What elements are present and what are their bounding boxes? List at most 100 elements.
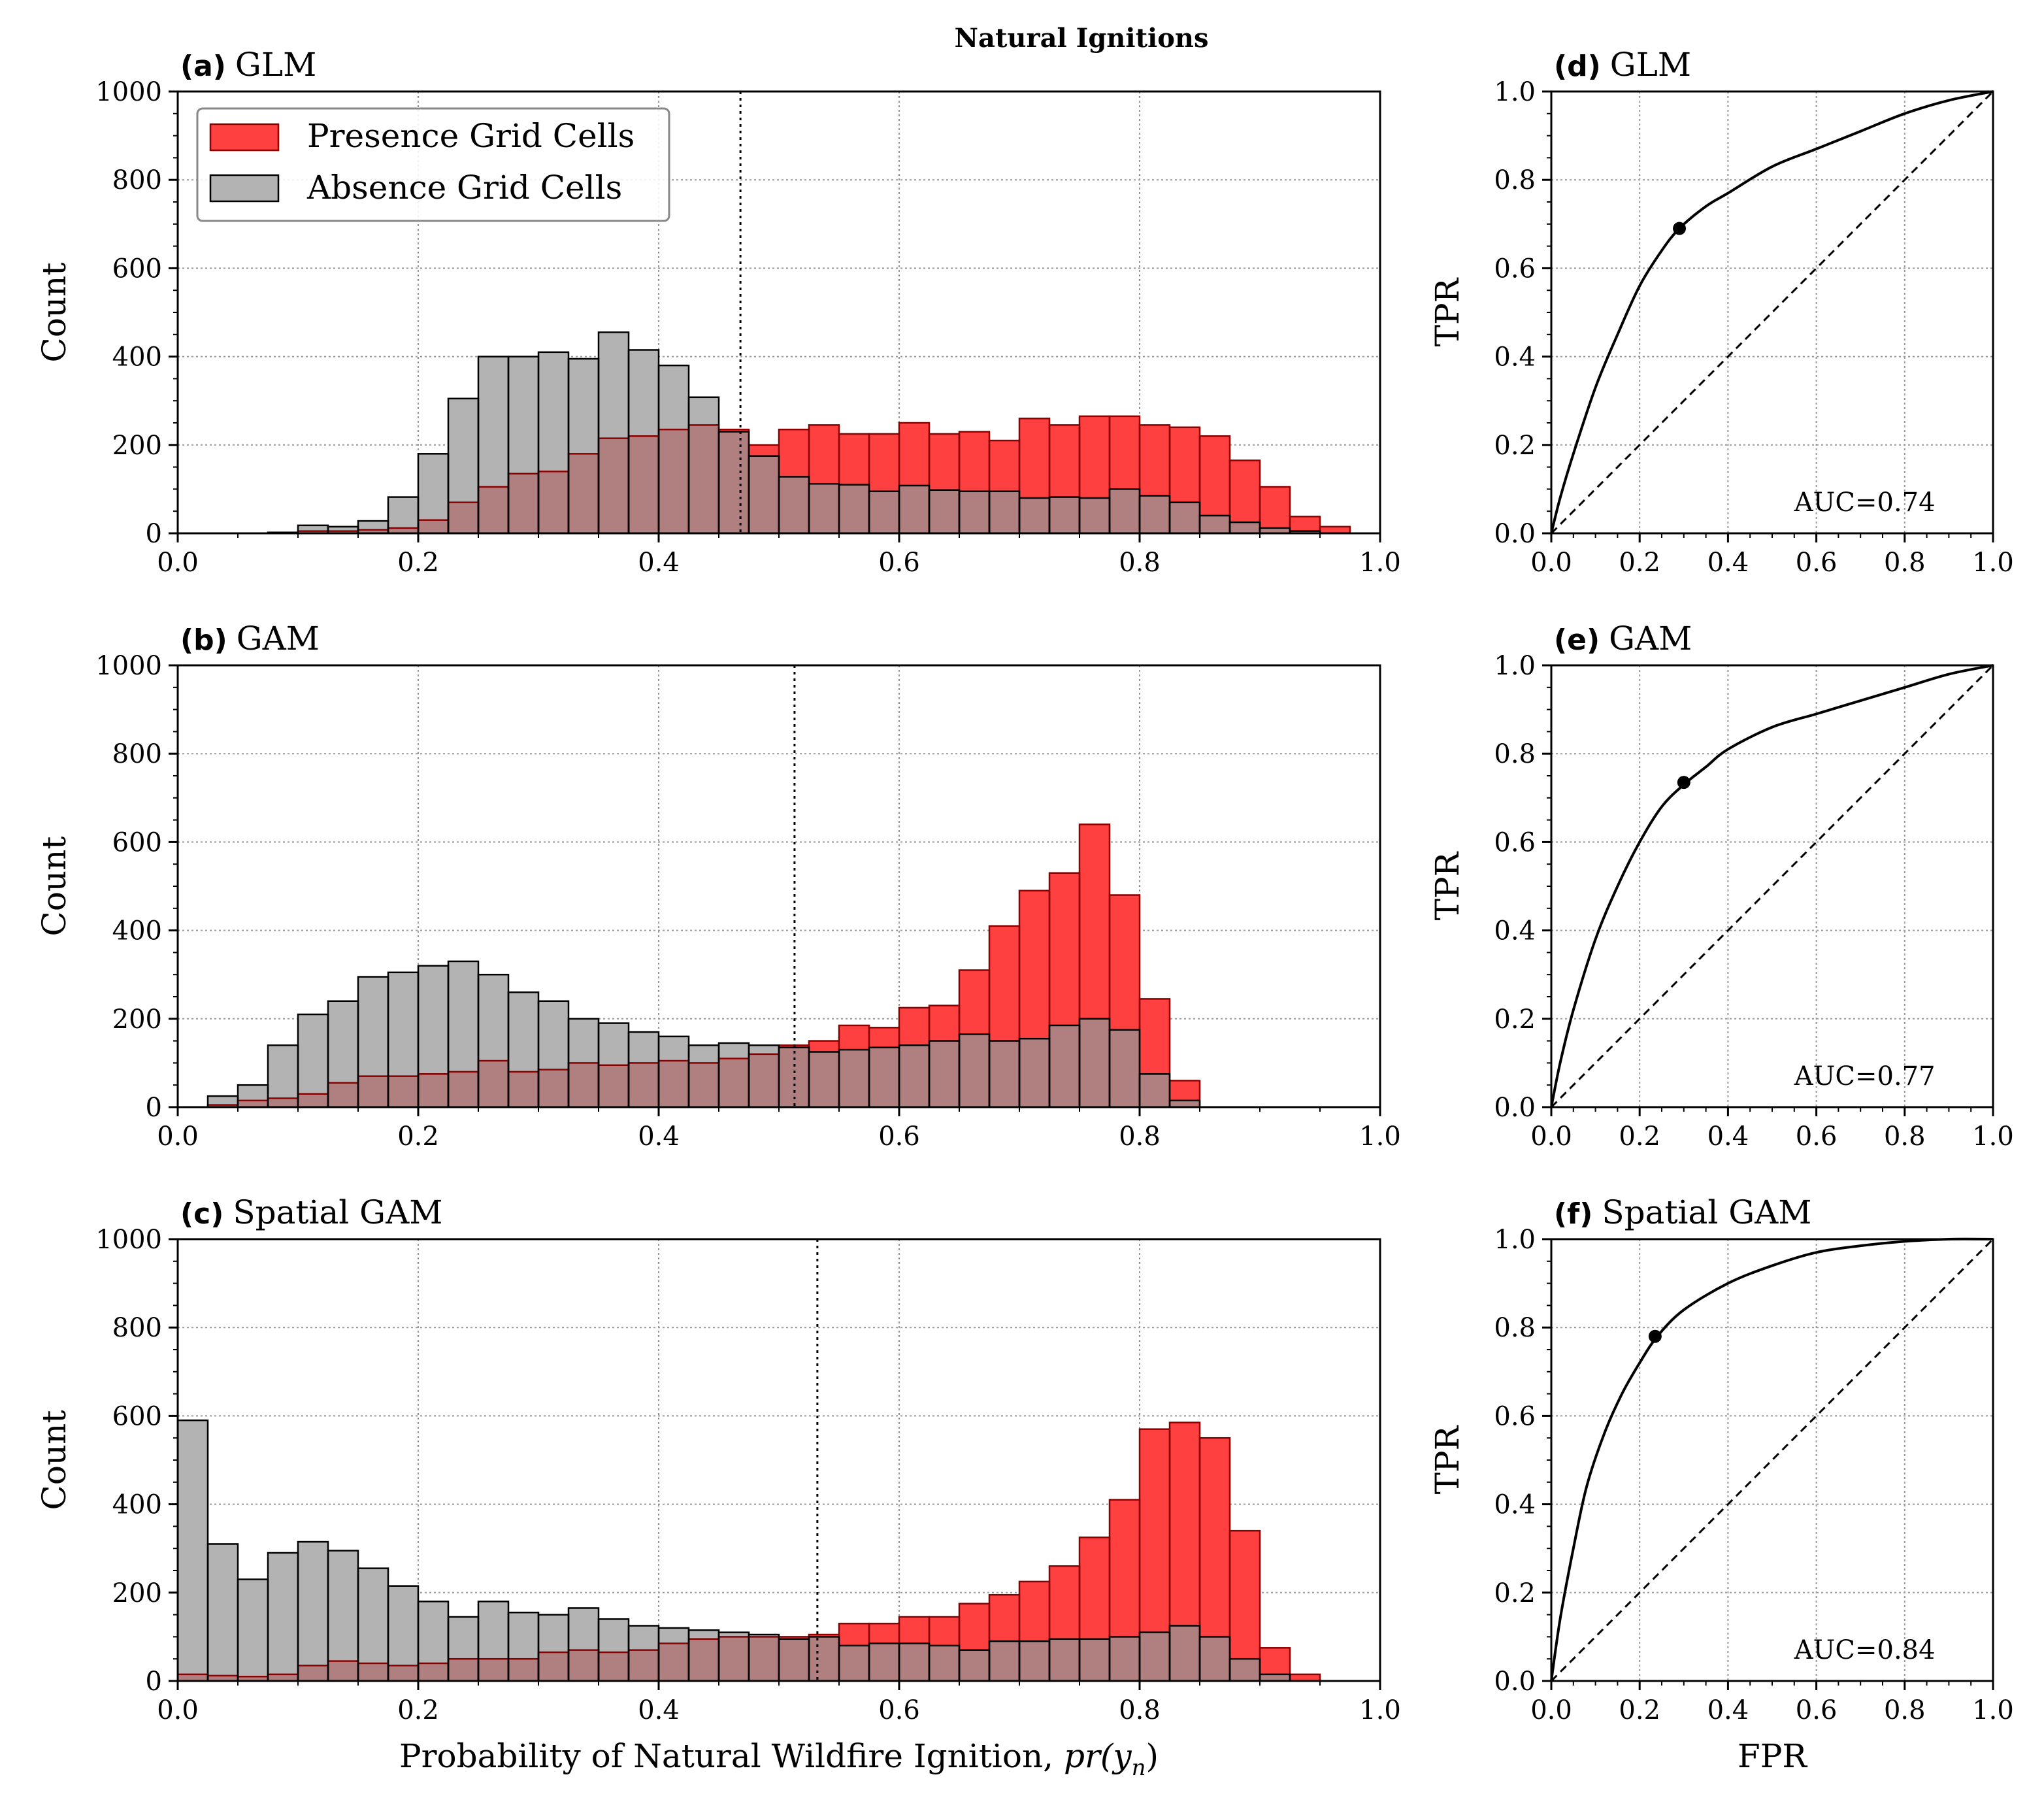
overlap-bar xyxy=(538,471,569,533)
roc-curve xyxy=(1550,664,1994,1108)
legend-absence-label: Absence Grid Cells xyxy=(306,169,622,207)
x-tick-label: 0.6 xyxy=(878,548,920,578)
x-tick-label: 0.0 xyxy=(157,1695,199,1725)
overlap-bar xyxy=(569,1063,599,1107)
overlap-bar xyxy=(629,1063,659,1107)
panel-letter: (a) xyxy=(180,50,226,83)
overlap-bar xyxy=(1260,527,1290,533)
overlap-bar xyxy=(508,473,538,533)
overlap-bar xyxy=(1230,1659,1260,1681)
panel-title: (d) GLM xyxy=(1554,46,1691,84)
absence-bar xyxy=(298,1014,328,1107)
overlap-bar xyxy=(298,1093,328,1107)
overlap-bar xyxy=(1049,1025,1080,1107)
x-tick-label: 0.4 xyxy=(638,1122,680,1152)
overlap-bar xyxy=(989,491,1019,533)
x-tick-label: 0.4 xyxy=(638,1695,680,1725)
panel-c: 0.0 0.2 0.4 0.6 0.8 1.0 0 200 400 600 800 1000 (c) Sp… xyxy=(35,1193,1401,1781)
y-tick-label: 1000 xyxy=(95,77,162,107)
overlap-bar xyxy=(538,1069,569,1107)
overlap-bar xyxy=(569,454,599,533)
overlap-bar xyxy=(358,1663,388,1681)
overlap-bar xyxy=(899,485,929,533)
overlap-bar xyxy=(1200,1637,1230,1681)
overlap-bar xyxy=(478,1659,508,1681)
overlap-bar xyxy=(629,1650,659,1681)
overlap-bar xyxy=(238,1676,268,1681)
y-tick-label: 0.6 xyxy=(1494,1401,1536,1431)
legend-frame xyxy=(196,107,670,222)
y-tick-label: 0.2 xyxy=(1494,1005,1536,1035)
overlap-bar xyxy=(749,1054,779,1107)
overlap-bar xyxy=(809,484,839,533)
absence-bar xyxy=(238,1579,268,1681)
roc-curve xyxy=(1550,90,1994,534)
x-tick-label: 1.0 xyxy=(1972,548,2014,578)
absence-bar xyxy=(328,1550,358,1681)
overlap-bar xyxy=(358,529,388,533)
panel-b: 0.0 0.2 0.4 0.6 0.8 1.0 0 200 400 600 800 1000 (b) GA… xyxy=(35,620,1401,1152)
x-tick-label: 0.0 xyxy=(157,548,199,578)
absence-bar xyxy=(268,1552,298,1681)
y-tick-label: 600 xyxy=(112,1401,162,1431)
overlap-bar xyxy=(599,438,629,533)
overlap-bar xyxy=(959,491,989,533)
x-tick-label: 0.8 xyxy=(1884,548,1926,578)
panel-name: GLM xyxy=(1610,46,1691,84)
overlap-bar xyxy=(1110,1637,1140,1681)
overlap-bar xyxy=(749,1637,779,1681)
overlap-bar xyxy=(719,1637,749,1681)
x-tick-label: 0.2 xyxy=(397,548,439,578)
overlap-bar xyxy=(959,1034,989,1107)
overlap-bar xyxy=(929,490,959,533)
overlap-bar xyxy=(569,1650,599,1681)
overlap-bar xyxy=(1019,1039,1049,1107)
y-tick-label: 0.2 xyxy=(1494,431,1536,461)
auc-label: AUC=0.74 xyxy=(1794,488,1936,518)
overlap-bar xyxy=(208,1675,238,1681)
overlap-bar xyxy=(629,436,659,533)
panel-e: AUC=0.77 0.0 0.2 0.4 0.6 0.8 1.0 0.0 0.2 0.4 0.6 0.… xyxy=(1428,620,2014,1152)
overlap-bar xyxy=(1049,497,1080,533)
overlap-bar xyxy=(328,531,358,533)
panel-letter: (d) xyxy=(1554,50,1601,83)
y-tick-label: 1000 xyxy=(95,651,162,681)
x-tick-label: 0.6 xyxy=(878,1122,920,1152)
panel-a: 0.0 0.2 0.4 0.6 0.8 1.0 0 200 400 600 800 1000 (a) GL… xyxy=(35,46,1401,578)
x-tick-label: 0.2 xyxy=(397,1695,439,1725)
y-tick-label: 200 xyxy=(112,1005,162,1035)
x-tick-label: 0.2 xyxy=(1619,1695,1660,1725)
overlap-bar xyxy=(1080,1638,1110,1681)
absence-bar xyxy=(358,1568,388,1681)
presence-bar xyxy=(1290,1674,1320,1681)
overlap-bar xyxy=(839,1645,869,1681)
y-tick-label: 600 xyxy=(112,827,162,857)
x-axis-label-text: FPR xyxy=(1738,1737,1807,1775)
y-tick-label: 0.6 xyxy=(1494,827,1536,857)
overlap-bar xyxy=(899,1045,929,1107)
y-tick-label: 1.0 xyxy=(1494,1225,1536,1255)
overlap-bar xyxy=(809,1637,839,1681)
y-tick-label: 1000 xyxy=(95,1225,162,1255)
y-tick-label: 1.0 xyxy=(1494,77,1536,107)
overlap-bar xyxy=(779,476,809,533)
x-tick-label: 0.8 xyxy=(1884,1695,1926,1725)
overlap-bar xyxy=(1140,1632,1170,1681)
overlap-bar xyxy=(659,1061,689,1107)
y-tick-label: 0.8 xyxy=(1494,739,1536,769)
overlap-bar xyxy=(839,484,869,533)
panel-title: (f) Spatial GAM xyxy=(1554,1193,1811,1231)
overlap-bar xyxy=(478,487,508,533)
overlap-bar xyxy=(448,502,478,533)
x-tick-label: 0.2 xyxy=(397,1122,439,1152)
x-tick-label: 0.4 xyxy=(638,548,680,578)
presence-bar xyxy=(1230,460,1260,533)
overlap-bar xyxy=(989,1641,1019,1681)
x-tick-label: 0.6 xyxy=(878,1695,920,1725)
panel-title: (b) GAM xyxy=(180,620,320,657)
overlap-bar xyxy=(1170,1625,1200,1681)
y-tick-label: 800 xyxy=(112,739,162,769)
overlap-bar xyxy=(689,425,719,533)
panel-name: GAM xyxy=(237,620,320,657)
x-axis-label-text: Probability of Natural Wildfire Ignition… xyxy=(399,1737,1064,1775)
